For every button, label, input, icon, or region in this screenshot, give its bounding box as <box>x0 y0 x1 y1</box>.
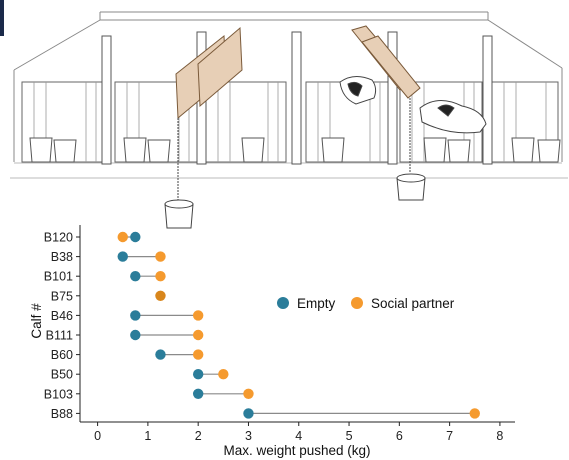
weight-buckets <box>164 98 426 229</box>
point-empty-b103 <box>192 388 204 399</box>
back-wall <box>13 11 563 162</box>
y-tick-label: B88 <box>51 407 73 421</box>
x-tick-label: 8 <box>496 429 503 443</box>
corner-mark <box>0 0 4 36</box>
x-tick-label: 3 <box>245 429 252 443</box>
y-tick-label: B38 <box>51 250 73 264</box>
point-social-b101 <box>155 271 166 282</box>
x-tick-label: 7 <box>446 429 453 443</box>
x-tick-label: 6 <box>396 429 403 443</box>
point-empty-b111 <box>130 329 141 341</box>
point-social-b120 <box>117 231 128 243</box>
point-social-b103 <box>243 388 254 399</box>
legend: Empty Social partner <box>277 296 455 311</box>
x-axis-title: Max. weight pushed (kg) <box>223 443 370 458</box>
feeding-buckets <box>29 137 561 163</box>
legend-label-empty: Empty <box>297 296 336 311</box>
legend-label-social-partner: Social partner <box>371 296 455 311</box>
y-tick-label: B103 <box>44 387 73 401</box>
series-social-points <box>117 231 480 419</box>
calf-pen-illustration <box>0 0 568 229</box>
push-doors <box>175 25 421 120</box>
y-axis-title: Calf # <box>29 303 44 339</box>
point-empty-b120 <box>130 231 141 243</box>
point-overlap-b75 <box>155 290 166 301</box>
point-social-b88 <box>469 408 480 419</box>
point-empty-b88 <box>243 408 254 419</box>
x-tick-label: 5 <box>346 429 353 443</box>
y-tick-label: B50 <box>51 368 73 382</box>
point-social-b38 <box>155 251 166 262</box>
x-tick-label: 4 <box>295 429 302 443</box>
y-tick-label: B75 <box>51 289 73 303</box>
dumbbell-connectors <box>122 236 475 414</box>
point-social-b46 <box>192 310 204 321</box>
series-empty-points <box>117 231 254 419</box>
y-tick-label: B101 <box>44 270 73 284</box>
y-tick-label: B46 <box>51 309 73 323</box>
y-axis-ticks: B120 B38 B101 B75 B46 B111 B60 B50 B103 B88 <box>44 231 80 421</box>
y-tick-label: B120 <box>44 231 73 245</box>
point-empty-b38 <box>117 251 128 262</box>
x-tick-label: 2 <box>195 429 202 443</box>
point-empty-b101 <box>130 271 141 282</box>
calf-figures <box>339 76 487 134</box>
point-social-b50 <box>218 369 229 380</box>
point-empty-b46 <box>130 310 141 321</box>
point-empty-b50 <box>192 369 204 380</box>
point-social-b111 <box>192 329 204 341</box>
y-tick-label: B60 <box>51 348 73 362</box>
x-tick-label: 1 <box>144 429 151 443</box>
x-tick-label: 0 <box>94 429 101 443</box>
y-tick-label: B111 <box>46 329 73 343</box>
point-social-b60 <box>192 349 204 360</box>
x-axis-ticks: 0 1 2 3 4 5 6 7 8 <box>94 422 503 443</box>
legend-marker-social-partner <box>351 297 363 309</box>
legend-marker-empty <box>277 297 289 309</box>
point-empty-b60 <box>155 349 166 360</box>
